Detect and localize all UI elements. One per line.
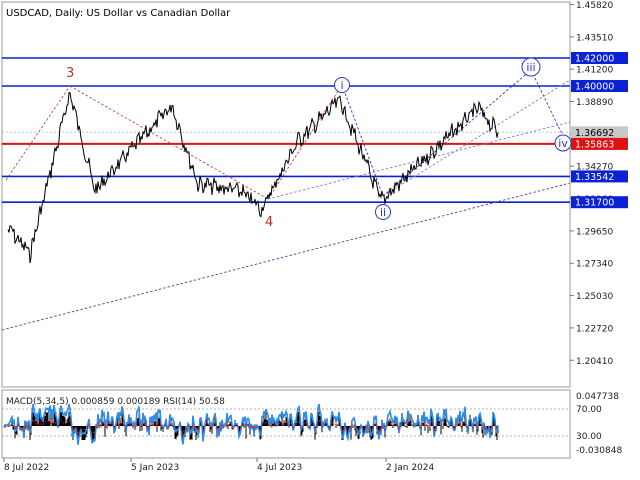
price-tick-label: 1.29650: [576, 227, 613, 237]
indicator-series: [3, 403, 499, 445]
price-tick-label: 1.45820: [576, 1, 613, 11]
level-price-label: 1.35863: [575, 139, 614, 150]
price-tick-label: 1.27340: [576, 260, 613, 270]
time-tick-label: 2 Jan 2024: [386, 463, 434, 473]
level-price-label: 1.40000: [575, 82, 614, 93]
indicator-label: MACD(5,34,5) 0.000859 0.000189 RSI(14) 5…: [6, 397, 225, 407]
level-price-tag: [571, 196, 628, 209]
indicator-axis: 0.047738 70.00 30.00 -0.030848: [2, 392, 622, 456]
indicator-axis-label: 0.047738: [576, 392, 619, 402]
indicator-axis-label: 70.00: [576, 405, 602, 415]
indicator-axis-label: -0.030848: [576, 446, 622, 456]
wave-4-fall: [69, 85, 269, 200]
price-tick-label: 1.25030: [576, 292, 613, 302]
long-trendline: [1, 182, 571, 331]
price-tick-label: 1.43510: [576, 33, 613, 43]
level-price-tag: [571, 80, 628, 92]
wave-i-circle: [334, 77, 350, 93]
wave-ii-circle: [375, 204, 391, 220]
wave-labels: 3 4 i ii iii iv: [66, 57, 572, 230]
level-price-tag: [571, 52, 628, 64]
main-plot-frame: [1, 1, 571, 388]
time-tick-label: 4 Jul 2023: [257, 463, 302, 473]
price-tick-label: 1.41200: [576, 66, 613, 76]
wave-label-4: 4: [265, 215, 273, 230]
price-tick-label: 1.22720: [576, 324, 613, 334]
indicator-plot-frame: [1, 389, 571, 459]
wave-label-3: 3: [66, 66, 74, 81]
chart-title: USDCAD, Daily: US Dollar vs Canadian Dol…: [6, 8, 231, 19]
wave-3-rise: [5, 85, 71, 181]
level-price-label: 1.33542: [575, 172, 614, 183]
price-tick-label: 1.38890: [576, 98, 613, 108]
level-price-label: 1.31700: [575, 198, 614, 209]
price-tick-label: 1.20410: [576, 357, 613, 367]
wave-iii-circle: [521, 57, 541, 77]
wave-guides: [1, 69, 571, 331]
macd-signal-line: [3, 418, 499, 435]
level-price-tag: [571, 170, 628, 183]
indicator-axis-label: 30.00: [576, 432, 602, 442]
time-tick-label: 5 Jan 2023: [131, 463, 179, 473]
wave-label-iv: iv: [558, 137, 568, 150]
price-tick-label: 1.34270: [576, 163, 613, 173]
wave-ii-fall: [341, 84, 384, 197]
rsi-line: [3, 403, 499, 445]
level-price-tag: [571, 126, 628, 139]
channel-lower: [267, 121, 571, 200]
time-axis[interactable]: 8 Jul 2022 5 Jan 2023 4 Jul 2023 2 Jan 2024: [3, 458, 434, 473]
wave-iv-circle: [554, 134, 572, 152]
price-series-line[interactable]: [7, 92, 499, 264]
wave-iv-fall: [530, 69, 564, 137]
wave-label-ii: ii: [380, 206, 386, 219]
wave-label-iii: iii: [526, 61, 535, 74]
level-price-label: 1.42000: [575, 54, 614, 65]
wave-i-rise: [267, 84, 343, 200]
channel-upper: [382, 79, 571, 197]
level-price-tag: [571, 137, 628, 150]
wave-label-i: i: [340, 79, 343, 92]
time-tick-label: 8 Jul 2022: [4, 463, 49, 473]
level-price-label: 1.36692: [575, 128, 614, 139]
